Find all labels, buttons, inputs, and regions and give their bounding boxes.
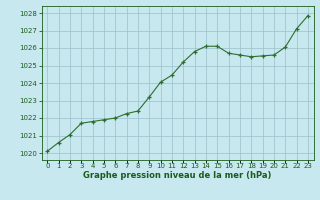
- X-axis label: Graphe pression niveau de la mer (hPa): Graphe pression niveau de la mer (hPa): [84, 171, 272, 180]
